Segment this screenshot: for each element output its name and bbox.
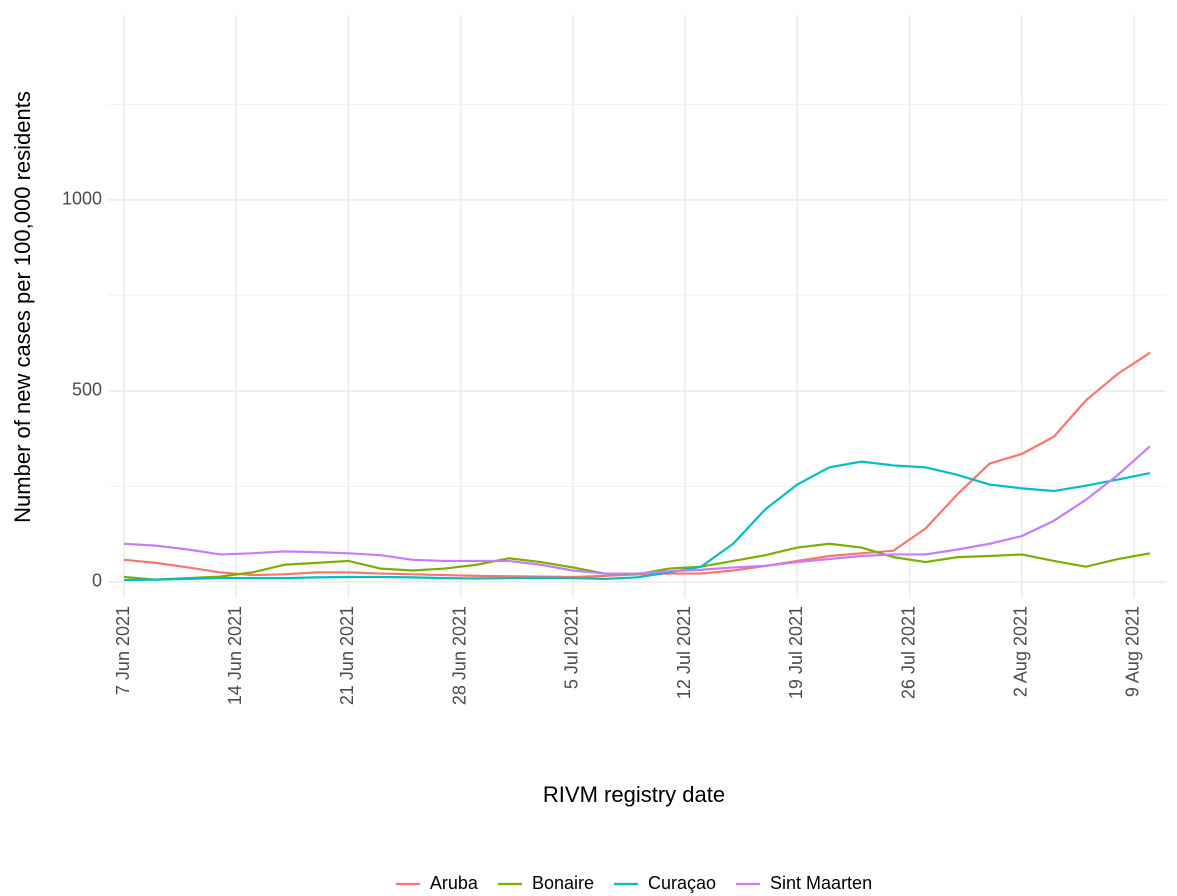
- x-tick-label: 12 Jul 2021: [674, 606, 694, 699]
- legend-label: Aruba: [430, 873, 479, 893]
- y-tick-label: 0: [92, 571, 102, 591]
- x-tick-label: 2 Aug 2021: [1010, 606, 1030, 697]
- legend-label: Curaçao: [648, 873, 716, 893]
- legend-label: Bonaire: [532, 873, 594, 893]
- x-tick-label: 28 Jun 2021: [449, 606, 469, 705]
- y-tick-label: 500: [72, 380, 102, 400]
- y-tick-label: 1000: [62, 189, 102, 209]
- series-line: [124, 460, 1151, 582]
- legend: Aruba Bonaire Curaçao Sint Maarten: [395, 873, 872, 893]
- x-tick-label: 19 Jul 2021: [786, 606, 806, 699]
- grid: [108, 15, 1166, 598]
- x-tick-label: 7 Jun 2021: [113, 606, 133, 695]
- series-line: [123, 445, 1151, 575]
- legend-label: Sint Maarten: [770, 873, 872, 893]
- y-axis-title: Number of new cases per 100,000 resident…: [10, 91, 35, 523]
- x-axis-title: RIVM registry date: [543, 782, 725, 807]
- x-tick-label: 5 Jul 2021: [562, 606, 582, 689]
- x-tick-label: 21 Jun 2021: [337, 606, 357, 705]
- x-tick-label: 26 Jul 2021: [898, 606, 918, 699]
- x-tick-label: 9 Aug 2021: [1123, 606, 1143, 697]
- x-tick-label: 14 Jun 2021: [225, 606, 245, 705]
